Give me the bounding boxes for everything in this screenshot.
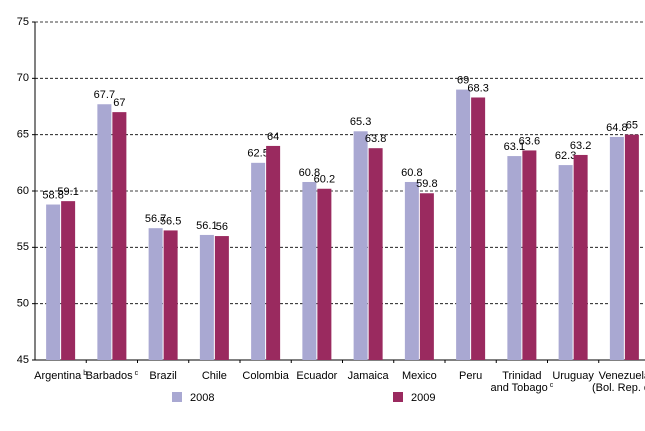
x-tick-note: c — [135, 370, 139, 377]
value-label: 67.7 — [94, 89, 115, 101]
bar — [573, 154, 588, 360]
y-tick-label: 60 — [17, 185, 29, 197]
x-tick-label: (Bol. Rep. of) — [592, 382, 645, 394]
bar — [471, 97, 486, 360]
x-tick-text: Argentina — [34, 370, 82, 382]
bar — [353, 131, 368, 360]
value-label: 59.8 — [416, 178, 437, 190]
y-tick-label: 65 — [17, 129, 29, 141]
y-tick-label: 75 — [17, 16, 29, 28]
legend-swatch — [393, 392, 403, 402]
x-tick-text: Chile — [202, 370, 227, 382]
bar — [522, 150, 537, 360]
x-tick-note: c — [550, 382, 554, 389]
value-label: 65.3 — [350, 116, 371, 128]
value-label: 59.1 — [57, 186, 78, 198]
bar — [163, 230, 178, 360]
value-label: 62.3 — [555, 150, 576, 162]
value-label: 63.6 — [519, 135, 540, 147]
value-label: 68.3 — [467, 82, 488, 94]
y-tick-label: 55 — [17, 241, 29, 253]
x-tick-text: Ecuador — [296, 370, 337, 382]
bar — [251, 162, 266, 360]
bar — [46, 204, 61, 360]
bar — [368, 148, 383, 360]
legend-swatch — [172, 392, 182, 402]
value-label: 63.2 — [570, 140, 591, 152]
x-tick-label: Uruguay — [552, 370, 594, 382]
value-label: 56.5 — [160, 215, 181, 227]
bar — [624, 134, 639, 360]
bar — [609, 136, 624, 360]
value-label: 60.8 — [401, 167, 422, 179]
x-tick-label: Ecuador — [296, 370, 337, 382]
value-label: 67 — [113, 97, 125, 109]
bar — [507, 156, 522, 360]
x-tick-text: Brazil — [149, 370, 177, 382]
value-label: 56 — [216, 221, 228, 233]
value-label: 65 — [626, 120, 638, 132]
value-label: 64 — [267, 131, 279, 143]
x-tick-label: Argentina b — [34, 370, 87, 382]
bar — [97, 104, 112, 360]
x-tick-label: Mexico — [402, 370, 437, 382]
value-label: 63.1 — [504, 141, 525, 153]
legend-label: 2009 — [411, 392, 435, 404]
x-tick-text: Trinidad — [502, 370, 541, 382]
x-tick-text: Venezuela — [599, 370, 645, 382]
bar — [199, 234, 214, 360]
value-label: 64.8 — [606, 122, 627, 134]
x-tick-label: Jamaica — [348, 370, 390, 382]
x-tick-text: Uruguay — [552, 370, 594, 382]
bar — [404, 181, 419, 360]
x-tick-text: Colombia — [242, 370, 289, 382]
value-label: 56.7 — [145, 213, 166, 225]
x-tick-text: (Bol. Rep. of) — [592, 382, 645, 394]
value-label: 60.2 — [314, 174, 335, 186]
y-tick-label: 50 — [17, 298, 29, 310]
value-label: 69 — [457, 75, 469, 87]
x-tick-text: Barbados — [86, 370, 134, 382]
bar — [112, 112, 127, 360]
bar — [302, 181, 317, 360]
value-label: 62.5 — [247, 148, 268, 160]
value-label: 63.8 — [365, 133, 386, 145]
x-tick-text: Mexico — [402, 370, 437, 382]
x-tick-label: Venezuela — [599, 370, 645, 382]
bar — [419, 193, 434, 360]
value-label: 56.1 — [196, 220, 217, 232]
bar — [214, 236, 229, 360]
x-tick-text: Jamaica — [348, 370, 390, 382]
bar — [456, 89, 471, 360]
x-tick-label: Chile — [202, 370, 227, 382]
x-tick-label: Colombia — [242, 370, 289, 382]
x-tick-text: Peru — [459, 370, 482, 382]
bar — [317, 188, 332, 360]
y-tick-label: 70 — [17, 72, 29, 84]
x-tick-note: b — [83, 370, 87, 377]
value-label: 58.8 — [42, 189, 63, 201]
x-tick-label: Trinidad — [502, 370, 541, 382]
bar — [266, 145, 281, 360]
x-tick-label: Peru — [459, 370, 482, 382]
x-tick-label: and Tobago c — [490, 382, 553, 394]
y-tick-label: 45 — [17, 354, 29, 366]
bar — [558, 165, 573, 360]
x-tick-label: Barbados c — [86, 370, 139, 382]
x-tick-text: and Tobago — [490, 382, 547, 394]
bar — [148, 228, 163, 360]
legend-label: 2008 — [190, 392, 214, 404]
bar — [61, 201, 76, 360]
value-label: 60.8 — [299, 167, 320, 179]
x-tick-label: Brazil — [149, 370, 177, 382]
